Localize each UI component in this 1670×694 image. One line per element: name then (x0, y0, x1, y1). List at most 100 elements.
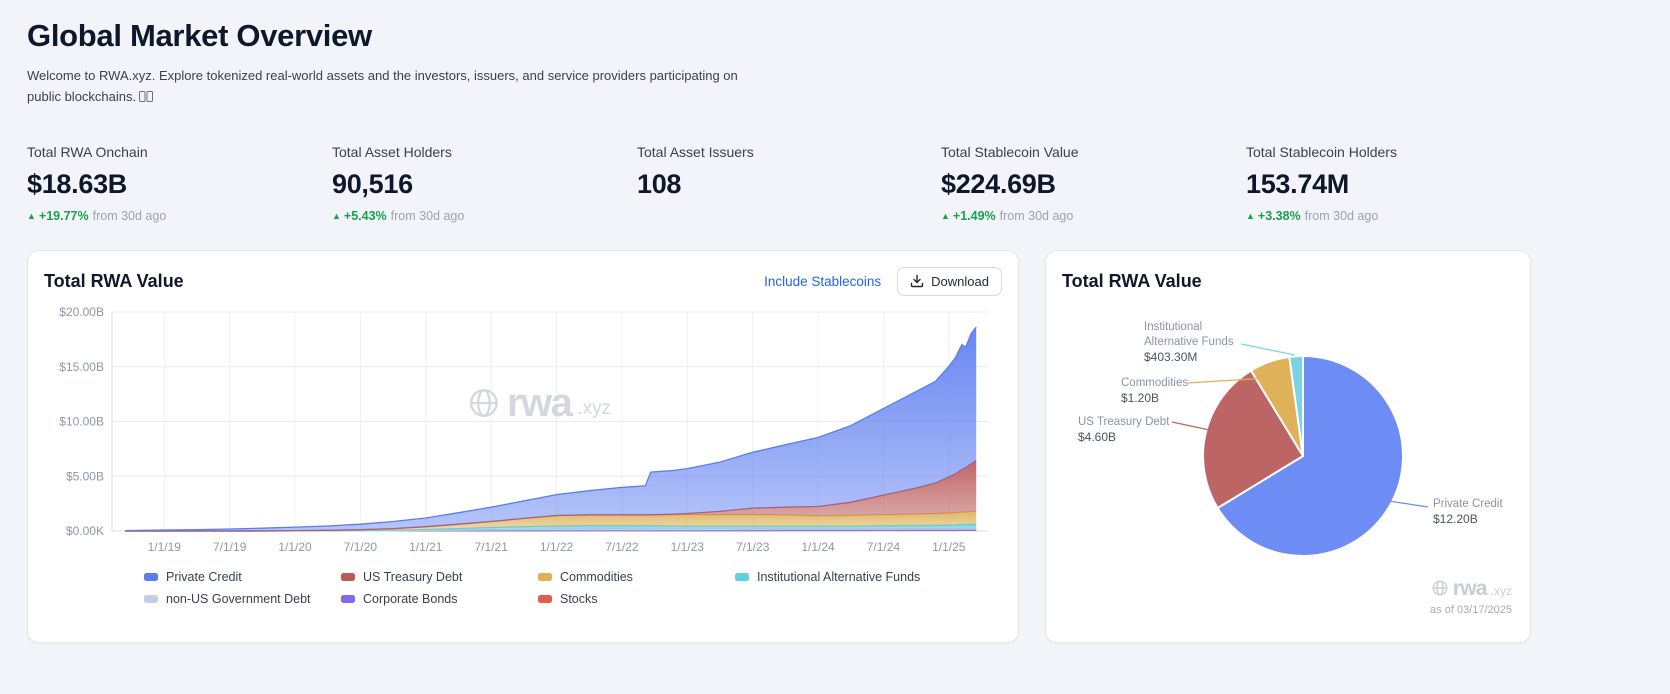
svg-text:1/1/24: 1/1/24 (801, 540, 835, 554)
pie-chart[interactable]: Private Credit $12.20B US Treasury Debt $4.… (1062, 296, 1516, 626)
svg-text:$1.20B: $1.20B (1121, 391, 1159, 405)
legend-item: Institutional Alternative Funds (735, 570, 1002, 584)
legend-label: Stocks (560, 591, 598, 606)
area-card-actions: Include Stablecoins Download (764, 266, 1002, 296)
legend-label: Commodities (560, 569, 633, 584)
svg-text:1/1/20: 1/1/20 (278, 540, 312, 554)
stat-delta-suffix: from 30d ago (92, 208, 167, 223)
total-rwa-value-pie-card: Total RWA Value Private Credit $12.20B US … (1045, 249, 1531, 643)
stat-delta-pct: +1.49% (952, 208, 996, 223)
total-rwa-value-area-card: Total RWA Value Include Stablecoins Down… (27, 249, 1019, 643)
stat-delta: ▲ +1.49% from 30d ago (941, 209, 1246, 223)
stat-value: 153.74M (1246, 168, 1349, 199)
page: Global Market Overview Welcome to RWA.xy… (27, 18, 1643, 643)
stat-value: $18.63B (27, 168, 127, 199)
stats-row: Total RWA Onchain $18.63B ▲ +19.77% from 3… (27, 144, 1643, 223)
stat-value: 108 (637, 168, 682, 199)
svg-text:Alternative Funds: Alternative Funds (1144, 336, 1234, 348)
stat-label: Total RWA Onchain (27, 143, 148, 160)
legend-label: non-US Government Debt (166, 591, 311, 606)
stat-value: $224.69B (941, 168, 1056, 199)
svg-text:$10.00B: $10.00B (59, 414, 104, 428)
svg-text:7/1/23: 7/1/23 (736, 540, 770, 554)
legend-label: Institutional Alternative Funds (757, 569, 921, 584)
stat-delta: ▲ +19.77% from 30d ago (27, 209, 332, 223)
legend-marker (735, 572, 749, 581)
stat-total-rwa-onchain: Total RWA Onchain $18.63B ▲ +19.77% from 3… (27, 144, 332, 223)
svg-text:$5.00B: $5.00B (66, 469, 104, 483)
legend-marker (538, 572, 552, 581)
svg-text:7/1/20: 7/1/20 (344, 540, 378, 554)
stat-delta-suffix: from 30d ago (1304, 208, 1379, 223)
stat-delta: ▲ +3.38% from 30d ago (1246, 209, 1643, 223)
up-triangle-icon: ▲ (332, 210, 341, 221)
svg-text:Private Credit: Private Credit (1433, 498, 1503, 510)
svg-text:7/1/19: 7/1/19 (213, 540, 247, 554)
svg-text:1/1/22: 1/1/22 (540, 540, 574, 554)
area-card-title: Total RWA Value (44, 270, 184, 291)
page-description: Welcome to RWA.xyz. Explore tokenized re… (27, 66, 787, 108)
area-chart-wrap: $0.00K $5.00B $10.00B $15.00B $20.00B 1/1/19 7… (44, 304, 1002, 556)
legend-marker (144, 594, 158, 603)
svg-text:7/1/24: 7/1/24 (867, 540, 901, 554)
svg-text:7/1/22: 7/1/22 (605, 540, 639, 554)
chart-legend: Private Credit US Treasury Debt Commoditie… (144, 570, 1002, 606)
stat-delta-pct: +5.43% (343, 208, 387, 223)
cards-row: Total RWA Value Include Stablecoins Down… (27, 249, 1643, 643)
stat-delta-pct: +3.38% (1257, 208, 1301, 223)
up-triangle-icon: ▲ (27, 210, 36, 221)
svg-text:$12.20B: $12.20B (1433, 512, 1478, 526)
legend-label: US Treasury Debt (363, 569, 463, 584)
area-card-header: Total RWA Value Include Stablecoins Down… (44, 266, 1002, 296)
legend-item: Private Credit (144, 570, 341, 584)
stat-delta: ▲ +5.43% from 30d ago (332, 209, 637, 223)
stat-delta-suffix: from 30d ago (999, 208, 1074, 223)
legend-item: non-US Government Debt (144, 592, 341, 606)
legend-label: Private Credit (166, 569, 242, 584)
svg-text:$403.30M: $403.30M (1144, 350, 1197, 364)
legend-item: Stocks (538, 592, 735, 606)
legend-marker (538, 594, 552, 603)
stat-total-asset-holders: Total Asset Holders 90,516 ▲ +5.43% from 3… (332, 144, 637, 223)
page-title: Global Market Overview (27, 18, 372, 53)
stat-value: 90,516 (332, 168, 413, 199)
download-icon (910, 274, 924, 288)
svg-text:$20.00B: $20.00B (59, 305, 104, 319)
description-line1: Welcome to RWA.xyz. Explore tokenized re… (27, 68, 738, 83)
legend-marker (341, 594, 355, 603)
pie-card-title: Total RWA Value (1062, 270, 1202, 291)
svg-text:US Treasury Debt: US Treasury Debt (1078, 416, 1170, 428)
svg-text:1/1/25: 1/1/25 (932, 540, 966, 554)
legend-marker (341, 572, 355, 581)
svg-text:1/1/23: 1/1/23 (671, 540, 705, 554)
legend-item: Corporate Bonds (341, 592, 538, 606)
stat-delta-suffix: from 30d ago (390, 208, 465, 223)
svg-text:$4.60B: $4.60B (1078, 430, 1116, 444)
svg-text:$0.00K: $0.00K (66, 524, 104, 538)
area-chart[interactable]: $0.00K $5.00B $10.00B $15.00B $20.00B 1/1/19 7… (44, 304, 1002, 556)
svg-text:Commodities: Commodities (1121, 377, 1188, 389)
stat-delta-pct: +19.77% (38, 208, 89, 223)
stat-label: Total Asset Issuers (637, 143, 754, 160)
svg-text:$15.00B: $15.00B (59, 359, 104, 373)
stat-total-stablecoin-holders: Total Stablecoin Holders 153.74M ▲ +3.38%… (1246, 144, 1643, 223)
svg-text:1/1/19: 1/1/19 (148, 540, 182, 554)
svg-text:1/1/21: 1/1/21 (409, 540, 443, 554)
download-button[interactable]: Download (897, 266, 1002, 296)
stat-total-stablecoin-value: Total Stablecoin Value $224.69B ▲ +1.49% f… (941, 144, 1246, 223)
page-header: Global Market Overview Welcome to RWA.xy… (27, 18, 1643, 108)
include-stablecoins-link[interactable]: Include Stablecoins (764, 273, 882, 289)
legend-marker (144, 572, 158, 581)
legend-item: Commodities (538, 570, 735, 584)
stat-label: Total Asset Holders (332, 143, 452, 160)
legend-label: Corporate Bonds (363, 591, 458, 606)
svg-text:Institutional: Institutional (1144, 321, 1202, 333)
svg-text:7/1/21: 7/1/21 (475, 540, 509, 554)
download-button-label: Download (931, 273, 989, 289)
up-triangle-icon: ▲ (1246, 210, 1255, 221)
stat-label: Total Stablecoin Value (941, 143, 1079, 160)
glyph-boxes-icon (139, 90, 154, 102)
legend-item: US Treasury Debt (341, 570, 538, 584)
stat-label: Total Stablecoin Holders (1246, 143, 1397, 160)
description-line2: public blockchains. (27, 88, 137, 104)
